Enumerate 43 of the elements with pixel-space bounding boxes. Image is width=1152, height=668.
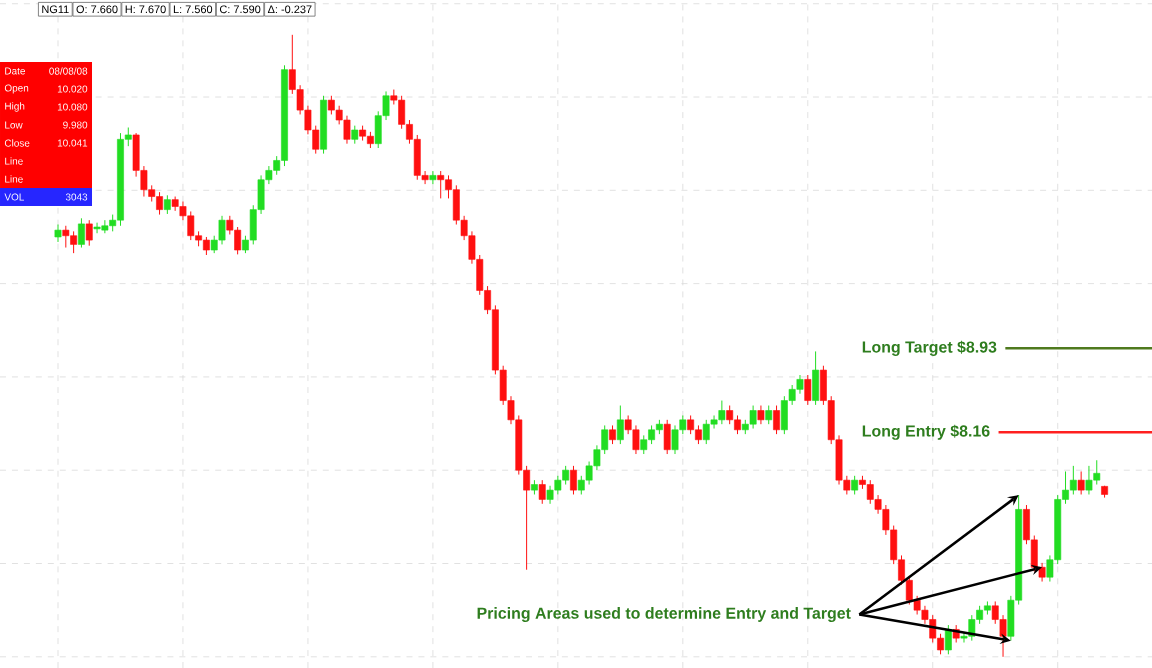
candlestick (85, 219, 93, 247)
candlestick (62, 225, 70, 249)
candlestick (749, 405, 757, 430)
candlestick (70, 230, 78, 254)
candlestick (78, 217, 85, 249)
candlestick (718, 400, 726, 425)
candlestick (695, 424, 702, 445)
candlestick (562, 465, 570, 486)
candlestick (1093, 459, 1101, 486)
candlestick (1077, 470, 1085, 495)
candlestick (327, 95, 335, 115)
candlestick (726, 405, 734, 425)
candlestick (437, 170, 445, 199)
candlestick (156, 191, 163, 216)
candlestick (765, 405, 773, 425)
candlestick (616, 405, 624, 445)
candlestick (663, 419, 671, 455)
candlestick (218, 215, 226, 245)
candlestick (429, 170, 437, 185)
candlestick (757, 405, 765, 425)
candlestick (538, 479, 546, 505)
candlestick (54, 224, 62, 243)
candlestick (93, 222, 101, 234)
candlestick (570, 465, 577, 495)
candlestick (101, 219, 109, 234)
candlestick (202, 236, 210, 256)
candlestick (648, 424, 656, 445)
candlestick (851, 475, 859, 495)
candlestick (1069, 465, 1077, 495)
candlestick (609, 424, 616, 445)
candlestick (702, 419, 710, 445)
candlestick (1085, 465, 1093, 495)
candlestick (812, 350, 820, 406)
candlestick (804, 374, 812, 406)
candlestick (187, 210, 195, 241)
candlestick (351, 125, 359, 145)
candlestick (163, 194, 171, 215)
candlestick (234, 226, 242, 255)
candlestick (734, 414, 741, 435)
candlestick (687, 414, 695, 435)
candlestick (944, 624, 952, 655)
candlestick (773, 405, 780, 435)
candlestick (780, 395, 788, 435)
